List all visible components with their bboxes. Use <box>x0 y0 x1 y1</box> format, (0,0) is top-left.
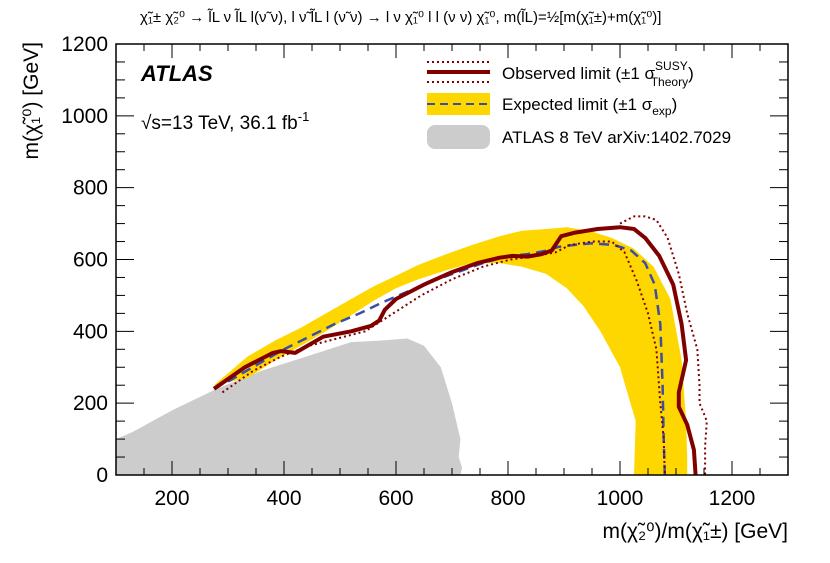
y-tick-label: 200 <box>73 392 108 415</box>
x-tick-label: 400 <box>266 487 301 510</box>
energy-label-sup: -1 <box>298 109 310 124</box>
legend-observed-sub: Theory <box>651 75 688 89</box>
series-expected-limit-1-exp-band <box>214 227 688 475</box>
chart-title: χ̃₁± χ̃₂⁰ → l̃L ν l̃L l(ν̃ ν), l ν̃ l̃L … <box>140 8 661 26</box>
axis-ticks: 200 400 600 800 1000 1200 0 200 400 600 800 1000 120… <box>61 33 789 510</box>
y-tick-label: 400 <box>73 320 108 343</box>
y-tick-label: 1200 <box>61 33 108 56</box>
experiment-label: ATLAS <box>140 61 213 86</box>
series-observed-limit-1-theory-4 <box>221 240 666 475</box>
x-tick-label: 1000 <box>597 487 644 510</box>
chart-title-decay: χ̃₁± χ̃₂⁰ → l̃L ν l̃L l(ν̃ ν), l ν̃ l̃L … <box>140 8 547 26</box>
legend: Observed limit (±1 σSUSY Theory) Expected… <box>427 59 731 149</box>
y-tick-label: 1000 <box>61 105 108 128</box>
series-atlas-8-tev-arxiv-1402-7029 <box>116 338 463 475</box>
y-axis-title: m(χ̃₁⁰) [GeV] <box>20 42 43 160</box>
legend-expected-text: Expected limit (±1 σ <box>502 95 653 114</box>
legend-observed-label: Observed limit (±1 σSUSY Theory) <box>502 59 694 89</box>
legend-observed-text: Observed limit (±1 σ <box>502 64 656 83</box>
legend-atlas8-swatch <box>427 125 490 149</box>
legend-expected-label: Expected limit (±1 σexp) <box>502 95 677 118</box>
legend-expected-sub: exp <box>652 104 672 118</box>
series-observed-limit-1-theory-5 <box>619 215 708 475</box>
x-tick-label: 800 <box>490 487 525 510</box>
legend-expected-end: ) <box>672 95 678 114</box>
plot-area <box>116 215 708 475</box>
series-expected-limit <box>227 242 667 475</box>
y-tick-label: 0 <box>96 464 108 487</box>
legend-observed-end: ) <box>688 64 694 83</box>
x-tick-label: 600 <box>378 487 413 510</box>
legend-observed-sup: SUSY <box>655 59 688 73</box>
chart-title-mass: [m(χ̃₁±)+m(χ̃₁⁰)] <box>559 9 661 26</box>
y-tick-label: 600 <box>73 249 108 272</box>
energy-label-text: √s=13 TeV, 36.1 fb <box>141 113 298 134</box>
chart-title-half: ½ <box>547 9 560 26</box>
legend-atlas8-label: ATLAS 8 TeV arXiv:1402.7029 <box>502 128 731 147</box>
x-tick-label: 200 <box>154 487 189 510</box>
x-axis-title: m(χ̃₂⁰)/m(χ̃₁±) [GeV] <box>602 520 788 543</box>
y-tick-label: 800 <box>73 177 108 200</box>
energy-label: √s=13 TeV, 36.1 fb-1 <box>141 109 309 134</box>
series-observed-limit <box>212 225 698 475</box>
x-tick-label: 1200 <box>709 487 756 510</box>
